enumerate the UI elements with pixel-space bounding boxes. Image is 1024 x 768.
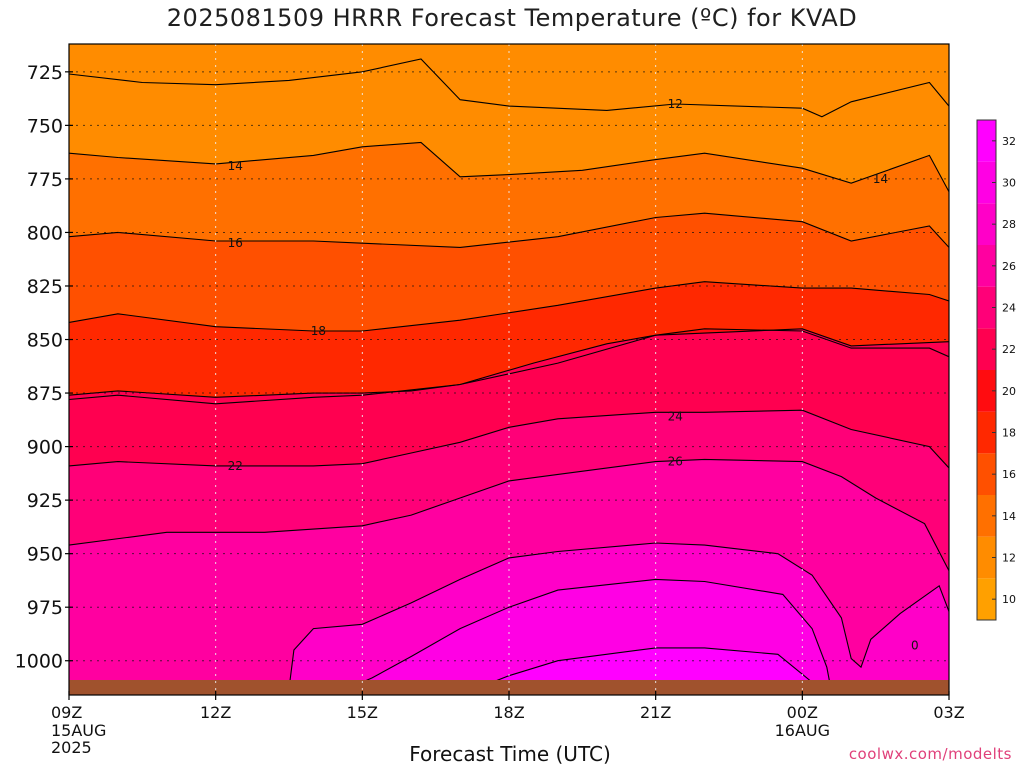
isotherm-18 [69, 281, 949, 332]
isotherm-22 [69, 328, 949, 398]
colorbar-tick-label: 16 [1002, 468, 1016, 481]
y-tick-label: 925 [27, 490, 63, 512]
x-tick-label: 00Z [787, 703, 818, 722]
x-tick-label: 03Z [933, 703, 964, 722]
isotherm-24 [69, 409, 949, 469]
contour-label: 18 [311, 324, 326, 338]
ground-surface [69, 680, 949, 695]
y-tick-label: 1000 [15, 651, 63, 673]
isotherm-28 [288, 542, 949, 689]
contour-label: 0 [911, 639, 919, 653]
x-tick-sublabel: 16AUG [775, 721, 830, 740]
colorbar-swatch-11 [977, 536, 996, 579]
chart-title: 2025081509 HRRR Forecast Temperature (ºC… [166, 4, 858, 32]
contour-label: 24 [668, 410, 683, 424]
x-tick-label: 21Z [640, 703, 671, 722]
x-axis-label: Forecast Time (UTC) [409, 742, 611, 766]
isotherm-32 [459, 647, 813, 695]
y-tick-label: 725 [27, 62, 63, 84]
colorbar-swatch-21 [977, 328, 996, 370]
x-tick-label: 18Z [493, 703, 524, 722]
y-tick-label: 775 [27, 169, 63, 191]
colorbar-tick-label: 22 [1002, 343, 1016, 356]
colorbar-tick-label: 14 [1002, 510, 1016, 523]
colorbar-tick-label: 18 [1002, 427, 1016, 440]
y-tick-label: 950 [27, 544, 63, 566]
colorbar-tick-label: 20 [1002, 385, 1016, 398]
plot-area: 12 14 14 16 18 22 24 26 0 [69, 44, 949, 695]
y-tick-label: 800 [27, 222, 63, 244]
colorbar-swatch-9 [977, 578, 996, 620]
colorbar-swatch-31 [977, 120, 996, 162]
colorbar-swatch-27 [977, 203, 996, 245]
colorbar-tick-label: 10 [1002, 593, 1016, 606]
x-tick-sublabel: 15AUG [51, 721, 106, 740]
x-tick-label: 15Z [347, 703, 378, 722]
isotherm-12 [69, 58, 949, 118]
isotherm-30 [337, 578, 833, 694]
credit-link[interactable]: coolwx.com/modelts [848, 745, 1012, 763]
isotherm-26 [69, 458, 949, 572]
contour-label: 16 [228, 236, 243, 250]
y-tick-label: 975 [27, 597, 63, 619]
contour-label: 22 [228, 459, 243, 473]
colorbar-tick-label: 12 [1002, 552, 1016, 565]
contour-label: 12 [668, 97, 683, 111]
colorbar-tick-label: 32 [1002, 135, 1016, 148]
colorbar-swatch-19 [977, 370, 996, 412]
contour-label: 26 [668, 455, 683, 469]
colorbar-swatch-25 [977, 245, 996, 287]
y-tick-label: 850 [27, 330, 63, 352]
y-tick-label: 825 [27, 276, 63, 298]
colorbar-swatch-23 [977, 286, 996, 329]
colorbar-tick-label: 26 [1002, 260, 1016, 273]
isotherm-20 [69, 328, 949, 405]
y-tick-label: 875 [27, 383, 63, 405]
y-tick-label: 900 [27, 437, 63, 459]
isotherm-14 [69, 141, 949, 193]
colorbar-tick-label: 24 [1002, 302, 1016, 315]
colorbar-tick-label: 30 [1002, 177, 1016, 190]
y-tick-label: 750 [27, 115, 63, 137]
contour-label: 14 [228, 159, 243, 173]
colorbar-swatch-15 [977, 453, 996, 495]
colorbar-tick-label: 28 [1002, 218, 1016, 231]
x-tick-label: 12Z [200, 703, 231, 722]
x-tick-sublabel: 2025 [51, 738, 92, 757]
colorbar-swatch-13 [977, 495, 996, 537]
x-tick-label: 09Z [51, 703, 82, 722]
colorbar: 10 12 14 16 18 20 22 24 26 28 30 32 [976, 119, 1016, 621]
contour-label: 14 [873, 172, 888, 186]
colorbar-border [976, 119, 997, 621]
colorbar-swatch-29 [977, 161, 996, 204]
colorbar-swatch-17 [977, 411, 996, 454]
